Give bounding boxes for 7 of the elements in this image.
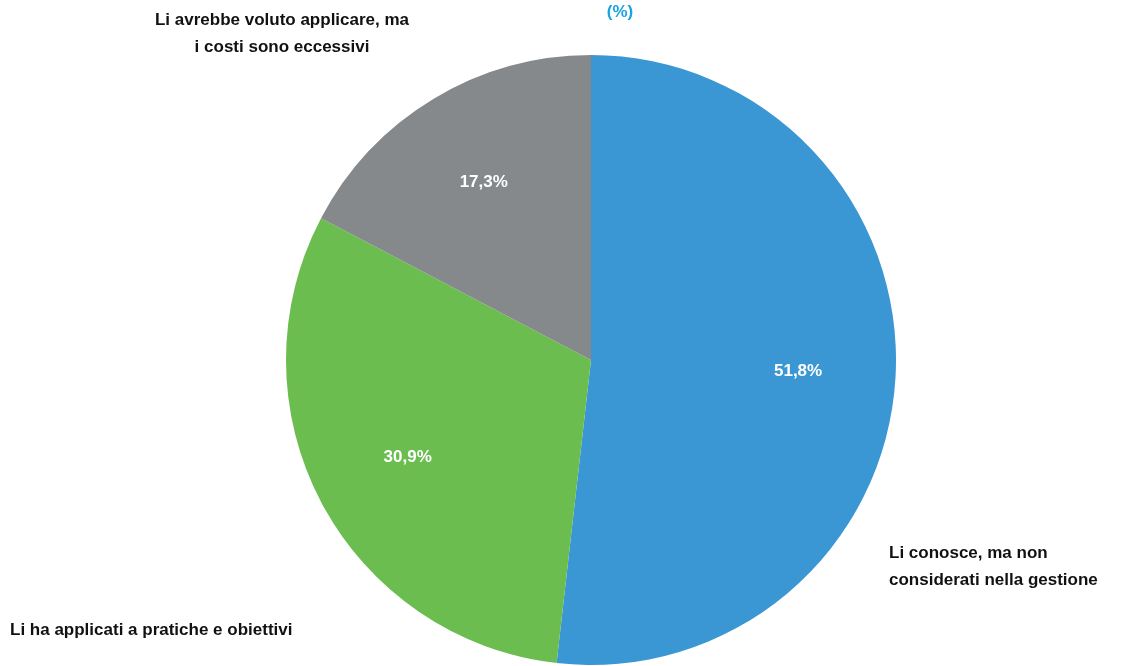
slice-label: Li avrebbe voluto applicare, ma i costi sono eccessivi [154,9,410,56]
slice-label: Li ha applicati a pratiche e obiettivi [10,619,293,639]
data-label: 51,8% [773,361,823,381]
data-label: 30,9% [383,446,432,466]
chart-title: (%) [606,1,634,21]
slice-label: Li conosce, ma non considerati nella gestione [889,542,1098,589]
data-label: 17,3% [459,172,508,192]
